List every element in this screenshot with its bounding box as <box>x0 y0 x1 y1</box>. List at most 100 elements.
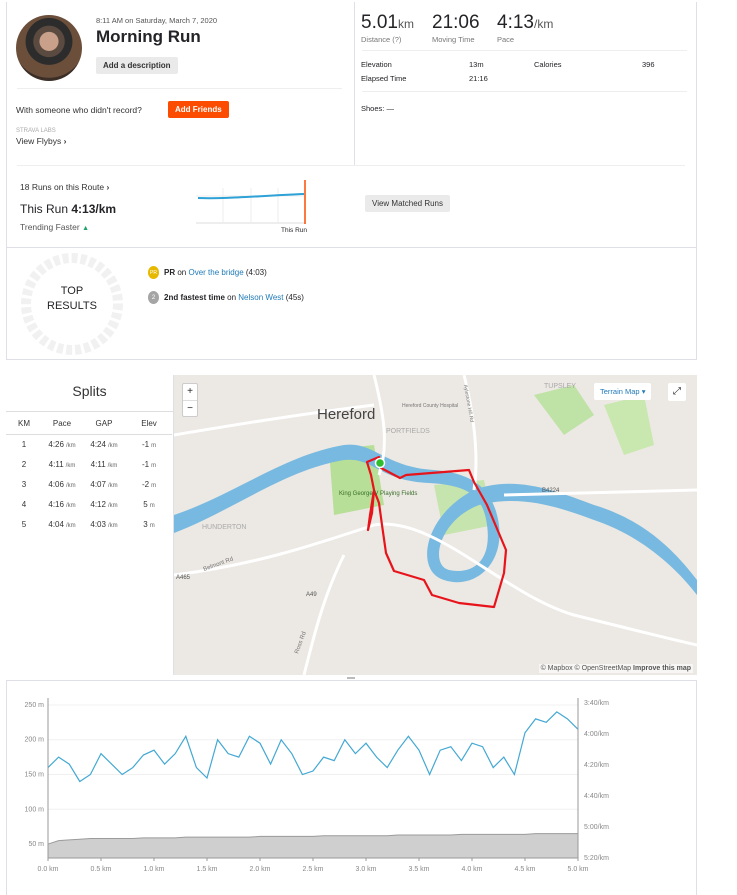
zoom-controls: + − <box>182 383 198 417</box>
river-wye <box>174 444 697 595</box>
activity-summary-card <box>6 2 697 248</box>
road <box>174 403 375 437</box>
chart-resize-handle[interactable] <box>347 677 355 679</box>
split-km-value: 1 <box>21 439 27 449</box>
split-km: 1 <box>6 434 42 454</box>
split-elev-unit: m <box>149 502 155 509</box>
split-pace-value: 4:26 <box>48 439 64 449</box>
distance-label[interactable]: Distance (?) <box>361 35 402 44</box>
split-gap: 4:12/km <box>82 494 126 514</box>
add-description-button[interactable]: Add a description <box>96 57 178 74</box>
map-label-city: Hereford <box>317 406 375 423</box>
split-row[interactable]: 2 4:11/km 4:11/km -1 m <box>6 454 172 474</box>
attribution-osm[interactable]: © OpenStreetMap <box>574 665 632 672</box>
shoes-label: Shoes: <box>361 104 385 113</box>
splits-table: KM Pace GAP Elev 1 4:26/km 4:24/km -1 m 2 4:11… <box>6 414 172 534</box>
analysis-chart-card <box>6 680 697 895</box>
split-elev-value: -1 <box>141 459 150 469</box>
x-tick-label: 2.5 km <box>302 866 323 873</box>
split-elev: -1 m <box>126 434 172 454</box>
pace-label: Pace <box>497 35 515 44</box>
split-gap-value: 4:07 <box>90 479 106 489</box>
stat-distance: 5.01km Distance (?) <box>361 12 414 44</box>
road <box>462 375 478 491</box>
view-matched-runs-button[interactable]: View Matched Runs <box>365 195 450 212</box>
segment-link[interactable]: Nelson West <box>238 293 284 302</box>
split-elev-unit: m <box>149 522 155 529</box>
split-gap-value: 4:11 <box>90 459 106 469</box>
split-pace-unit: /km <box>65 502 76 509</box>
col-elev: Elev <box>141 419 157 429</box>
pace-unit: /km <box>533 17 554 31</box>
split-pace-value: 4:11 <box>48 459 64 469</box>
split-pace: 4:11/km <box>42 454 82 474</box>
split-gap: 4:11/km <box>82 454 126 474</box>
split-gap-unit: /km <box>107 502 118 509</box>
splits-panel: Splits KM Pace GAP Elev 1 4:26/km 4:24/km -… <box>6 375 174 675</box>
top-results-line2: RESULTS <box>47 300 97 312</box>
result-on: on <box>177 268 187 277</box>
split-pace: 4:26/km <box>42 434 82 454</box>
split-row[interactable]: 3 4:06/km 4:07/km -2 m <box>6 474 172 494</box>
split-elev-value: -2 <box>141 479 150 489</box>
add-friends-button[interactable]: Add Friends <box>168 101 229 118</box>
y2-tick-label: 5:20/km <box>584 855 609 862</box>
trend-line <box>197 193 305 200</box>
runs-on-route-label: 18 Runs on this Route <box>20 182 105 192</box>
split-row[interactable]: 1 4:26/km 4:24/km -1 m <box>6 434 172 454</box>
split-gap-value: 4:24 <box>90 439 106 449</box>
x-tick-label: 0.5 km <box>90 866 111 873</box>
start-marker <box>374 457 386 469</box>
split-gap-value: 4:12 <box>90 499 106 509</box>
athlete-avatar[interactable] <box>16 15 82 81</box>
view-flybys-link[interactable]: View Flybys › <box>16 136 66 146</box>
y-tick-label: 100 m <box>25 806 45 813</box>
runs-on-route-link[interactable]: 18 Runs on this Route › <box>20 182 109 192</box>
map-label-hunderton: HUNDERTON <box>202 524 246 531</box>
pace-value: 4:13 <box>497 12 534 33</box>
zoom-out-button[interactable]: − <box>187 403 193 414</box>
result-on: on <box>227 293 237 302</box>
split-km-value: 4 <box>21 499 27 509</box>
split-row[interactable]: 4 4:16/km 4:12/km 5 m <box>6 494 172 514</box>
fullscreen-button[interactable]: ⤢ <box>668 383 686 401</box>
gold-medal-text: PR <box>150 269 157 276</box>
caret-down-icon: ▾ <box>641 387 646 396</box>
split-elev-unit: m <box>151 462 157 469</box>
friends-divider <box>17 88 342 89</box>
x-tick-label: 0.0 km <box>37 866 58 873</box>
map-canvas[interactable]: Hereford Hereford County Hospital PORTFI… <box>174 375 697 675</box>
road <box>503 488 697 497</box>
x-tick-label: 4.5 km <box>514 866 535 873</box>
attribution-mapbox[interactable]: © Mapbox <box>540 665 573 672</box>
chevron-right-icon: › <box>106 182 110 192</box>
result-time: (45s) <box>285 293 304 302</box>
expand-icon: ⤢ <box>673 386 681 397</box>
y-tick-label: 50 m <box>28 841 44 848</box>
this-run-row: This Run 4:13/km <box>20 202 116 216</box>
split-km: 3 <box>6 474 42 494</box>
x-tick-label: 3.5 km <box>408 866 429 873</box>
park-area <box>604 395 654 455</box>
y2-tick-label: 4:00/km <box>584 731 609 738</box>
stat-moving-time: 21:06 Moving Time <box>432 12 480 44</box>
split-row[interactable]: 5 4:04/km 4:03/km 3 m <box>6 514 172 534</box>
elevation-pace-chart[interactable]: 250 m 200 m 150 m 100 m 50 m 3:40/km 4:00/km 4:… <box>8 690 688 880</box>
terrain-map-label: Terrain Map <box>600 387 640 396</box>
result-prefix: PR <box>164 268 176 277</box>
zoom-in-button[interactable]: + <box>183 384 197 401</box>
split-km: 2 <box>6 454 42 474</box>
silver-medal-text: 2 <box>151 294 156 301</box>
split-elev-value: 5 <box>143 499 148 509</box>
activity-datetime: 8:11 AM on Saturday, March 7, 2020 <box>96 16 218 25</box>
elapsed-value: 21:16 <box>469 74 488 83</box>
route-trend-chart <box>196 180 306 224</box>
elapsed-label: Elapsed Time <box>361 74 407 83</box>
route-map[interactable]: Hereford Hereford County Hospital PORTFI… <box>174 375 697 675</box>
elevation-area <box>47 833 579 859</box>
segment-link[interactable]: Over the bridge <box>188 268 244 277</box>
split-pace-unit: /km <box>65 442 76 449</box>
improve-map-link[interactable]: Improve this map <box>633 665 691 672</box>
terrain-map-button[interactable]: Terrain Map ▾ <box>594 383 652 400</box>
